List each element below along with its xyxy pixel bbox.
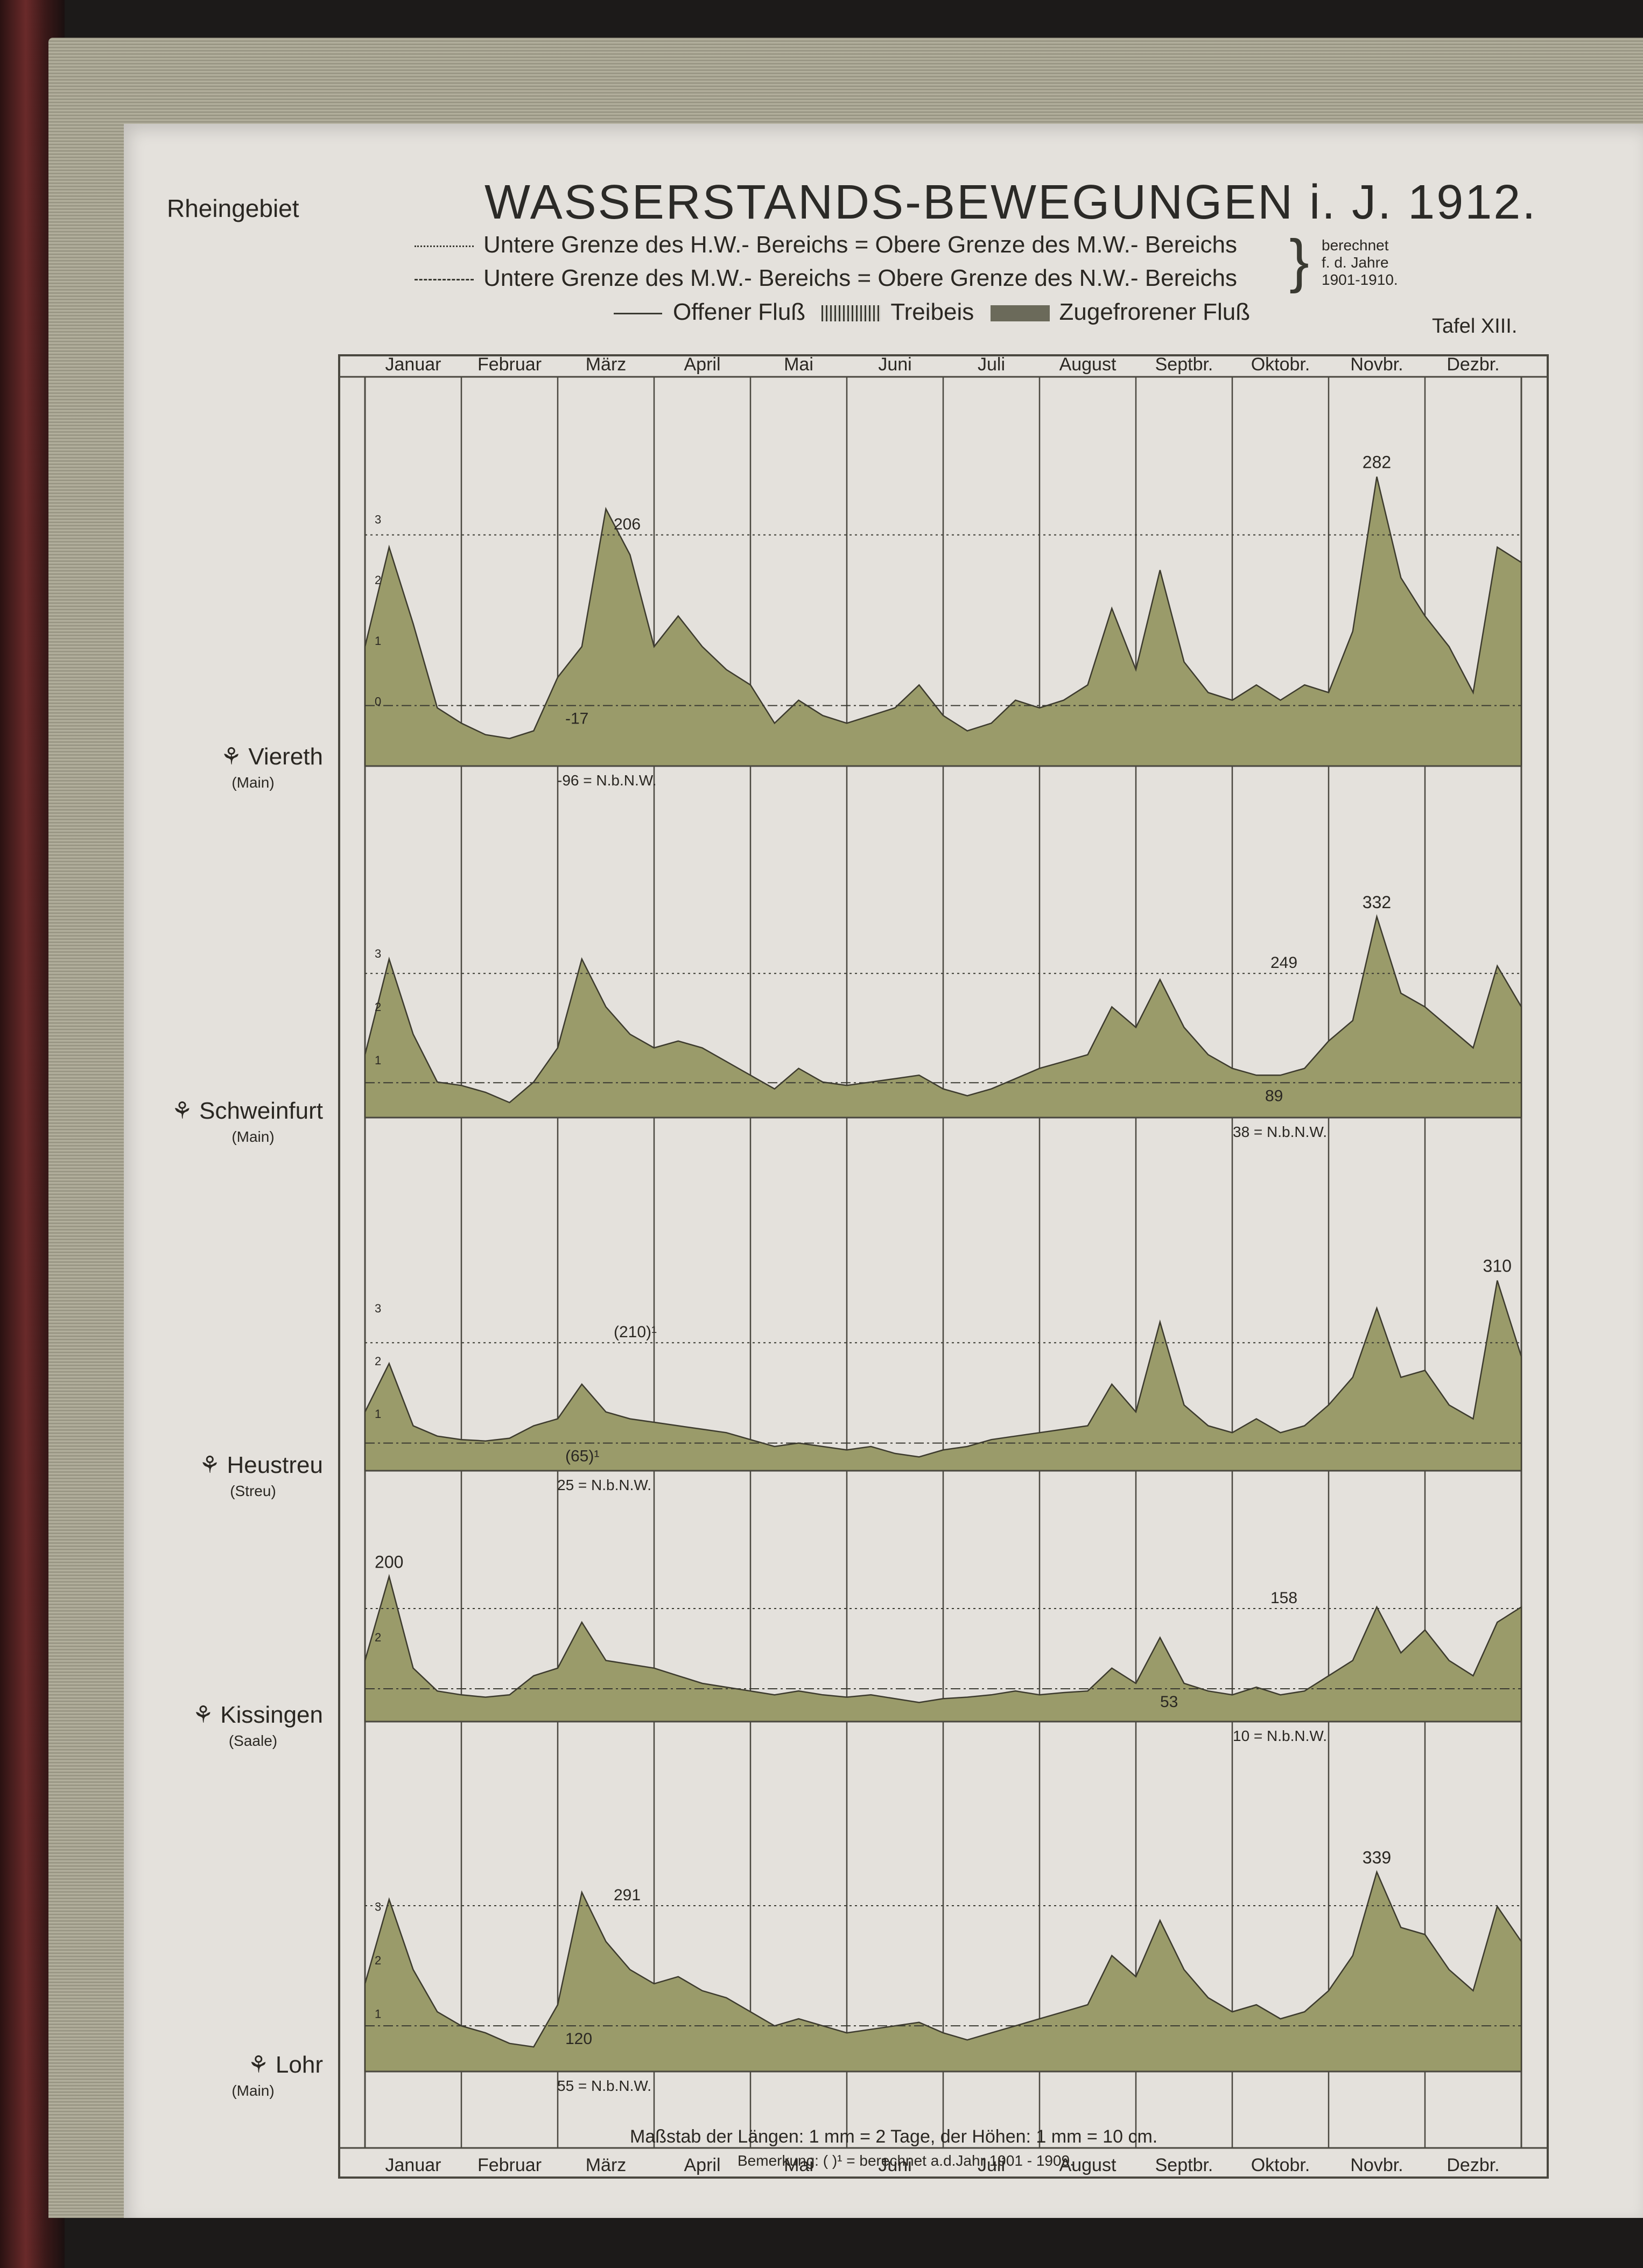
water-level-area <box>364 914 1522 1119</box>
legend-mw-text: Untere Grenze des M.W.- Bereichs = Obere… <box>483 265 1237 291</box>
peak-value-label: 310 <box>1483 1256 1512 1276</box>
water-level-area <box>364 476 1522 767</box>
legend-note-2: f. d. Jahre <box>1322 254 1389 271</box>
legend-mw-key: Untere Grenze des M.W.- Bereichs = Obere… <box>415 265 1237 292</box>
y-tick-label: 2 <box>375 1354 381 1368</box>
month-label-bottom: Mai <box>784 2155 813 2175</box>
month-label-bottom: Februar <box>478 2155 542 2175</box>
page <box>124 124 1643 2218</box>
month-label-bottom: Dezbr. <box>1447 2155 1499 2175</box>
nw-base-label: -96 = N.b.N.W. <box>557 772 656 789</box>
hw-limit-label: 158 <box>1270 1589 1297 1607</box>
hw-limit-label: (210)¹ <box>614 1323 657 1341</box>
month-label-top: Mai <box>784 354 813 375</box>
mw-limit-label: 89 <box>1265 1087 1283 1105</box>
month-label-top: Juni <box>878 354 911 375</box>
water-level-area <box>364 1280 1522 1472</box>
mw-limit-label: 53 <box>1160 1693 1178 1711</box>
month-label-top: April <box>684 354 720 375</box>
legend-note-3: 1901-1910. <box>1322 271 1398 288</box>
month-label-top: Septbr. <box>1155 354 1213 375</box>
month-label-bottom: August <box>1059 2155 1117 2175</box>
month-label-top: Dezbr. <box>1447 354 1499 375</box>
y-tick-label: 1 <box>375 1054 381 1067</box>
y-tick-label: 1 <box>375 1407 381 1421</box>
station-name: ⚘ Heustreu <box>199 1452 323 1478</box>
station-name: ⚘ Kissingen <box>192 1702 323 1728</box>
month-label-bottom: Novbr. <box>1350 2155 1403 2175</box>
peak-value-label: 332 <box>1363 893 1391 912</box>
month-label-bottom: Oktobr. <box>1251 2155 1310 2175</box>
month-label-top: August <box>1059 354 1117 375</box>
legend-frozen-text: Zugefrorener Fluß <box>1059 299 1251 325</box>
scale-note: Maßstab der Längen: 1 mm = 2 Tage, der H… <box>630 2126 1158 2147</box>
mw-limit-label: 120 <box>565 2030 592 2048</box>
river-name: (Saale) <box>228 1732 278 1749</box>
water-level-area <box>364 1574 1522 1723</box>
y-tick-label: 3 <box>375 513 381 526</box>
legend-drift-text: Treibeis <box>890 299 974 325</box>
month-label-bottom: Januar <box>385 2155 441 2175</box>
month-label-top: Oktobr. <box>1251 354 1310 375</box>
station-name: ⚘ Lohr <box>248 2052 323 2078</box>
month-label-top: Novbr. <box>1350 354 1403 375</box>
hw-limit-label: 249 <box>1270 954 1297 972</box>
legend-hw-key: Untere Grenze des H.W.- Bereichs = Obere… <box>415 231 1237 258</box>
chart-frame <box>338 354 1549 2179</box>
legend-ice-key: Offener Fluß Treibeis Zugefrorener Fluß <box>614 299 1250 326</box>
frozen-swatch <box>990 305 1050 322</box>
y-tick-label: 2 <box>375 1631 381 1644</box>
month-label-bottom: März <box>586 2155 627 2175</box>
month-label-top: Januar <box>385 354 441 375</box>
month-label-bottom: Juni <box>878 2155 911 2175</box>
nw-base-label: 55 = N.b.N.W. <box>557 2077 651 2094</box>
legend-note: berechnet f. d. Jahre 1901-1910. <box>1322 237 1398 289</box>
nw-base-label: 25 = N.b.N.W. <box>557 1477 651 1493</box>
hw-limit-label: 206 <box>614 516 641 533</box>
station-name: ⚘ Viereth <box>220 743 323 770</box>
water-level-area <box>364 1870 1522 2073</box>
river-name: (Main) <box>231 2082 275 2099</box>
legend-open-text: Offener Fluß <box>673 299 806 325</box>
y-tick-label: 1 <box>375 2007 381 2021</box>
hw-limit-label: 291 <box>614 1886 641 1904</box>
river-name: (Main) <box>231 774 275 791</box>
month-label-top: März <box>586 354 627 375</box>
month-label-bottom: Juli <box>978 2155 1005 2175</box>
peak-value-label: 339 <box>1363 1848 1391 1867</box>
peak-value-label: 282 <box>1363 453 1391 472</box>
page-title: WASSERSTANDS-BEWEGUNGEN i. J. 1912. <box>485 175 1537 229</box>
plate-number: Tafel XIII. <box>1432 315 1518 338</box>
y-tick-label: 2 <box>375 573 381 587</box>
legend-hw-text: Untere Grenze des H.W.- Bereichs = Obere… <box>483 231 1237 258</box>
y-tick-label: 1 <box>375 634 381 648</box>
month-label-top: Februar <box>478 354 542 375</box>
y-tick-label: 3 <box>375 1900 381 1914</box>
y-tick-label: 2 <box>375 1954 381 1967</box>
month-label-bottom: April <box>684 2155 720 2175</box>
drift-ice-swatch <box>822 305 881 322</box>
mw-limit-label: (65)¹ <box>565 1448 599 1465</box>
station-name: ⚘ Schweinfurt <box>171 1098 323 1124</box>
y-tick-label: 3 <box>375 947 381 960</box>
peak-value-label: 200 <box>375 1552 403 1571</box>
river-name: (Main) <box>231 1128 275 1145</box>
nw-base-label: 38 = N.b.N.W. <box>1233 1124 1327 1140</box>
mw-limit-label: -17 <box>565 710 588 728</box>
month-label-bottom: Septbr. <box>1155 2155 1213 2175</box>
remark-note: Bemerkung: ( )¹ = berechnet a.d.Jahr 190… <box>738 2152 1074 2169</box>
region-label: Rheingebiet <box>167 194 299 222</box>
month-label-top: Juli <box>978 354 1005 375</box>
y-tick-label: 3 <box>375 1302 381 1315</box>
nw-base-label: 10 = N.b.N.W. <box>1233 1728 1327 1744</box>
legend-brace: } <box>1289 228 1309 294</box>
y-tick-label: 0 <box>375 694 381 708</box>
y-tick-label: 2 <box>375 1000 381 1014</box>
river-name: (Streu) <box>230 1483 276 1499</box>
legend-note-1: berechnet <box>1322 237 1389 254</box>
